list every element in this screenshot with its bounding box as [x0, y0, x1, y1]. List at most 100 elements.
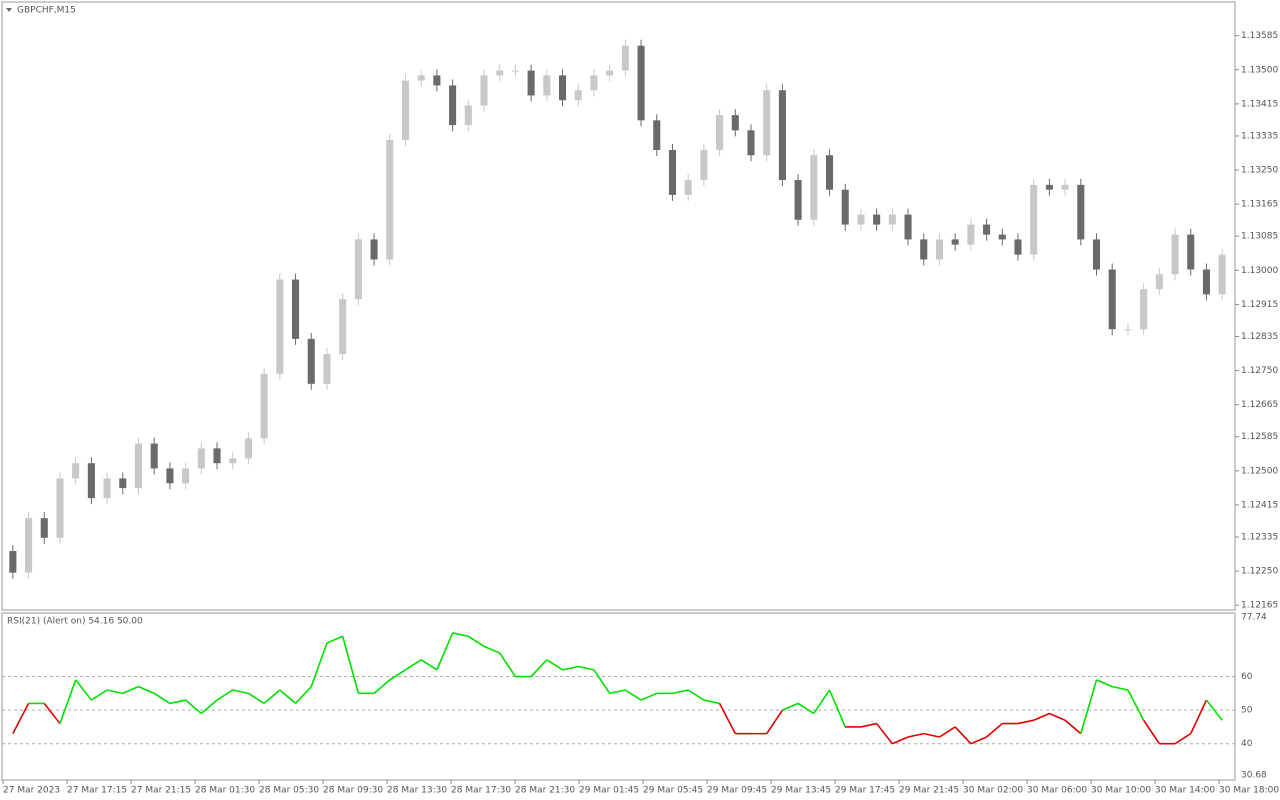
- candle-body: [464, 105, 472, 126]
- candle-body: [370, 239, 378, 260]
- x-tick-label: 28 Mar 17:30: [451, 786, 511, 796]
- candle-body: [888, 214, 896, 225]
- candle-body: [747, 130, 755, 156]
- rsi-segment: [12, 703, 30, 735]
- rsi-segment: [593, 669, 611, 694]
- x-tick-label: 27 Mar 21:15: [131, 786, 191, 796]
- rsi-segment: [766, 709, 784, 735]
- candle-body: [558, 75, 567, 101]
- rsi-segment: [624, 689, 642, 701]
- y-tick-label: 1.13415: [1241, 99, 1278, 109]
- candle-body: [653, 120, 661, 150]
- candle-body: [1061, 184, 1069, 190]
- rsi-segment: [860, 722, 877, 728]
- candle-body: [700, 149, 708, 181]
- candle-body: [1077, 184, 1085, 240]
- candle-body: [229, 458, 237, 464]
- panel-toggle[interactable]: [6, 8, 12, 12]
- rsi-segment: [153, 692, 171, 705]
- rsi-segment: [483, 645, 501, 654]
- candle-body: [935, 239, 943, 260]
- candle-body: [857, 214, 865, 225]
- candle-body: [496, 70, 504, 76]
- y-tick-label: 60: [1241, 672, 1253, 682]
- candle-body: [621, 45, 629, 71]
- candle-body: [543, 75, 551, 96]
- x-tick-label: 28 Mar 13:30: [387, 786, 447, 796]
- candle-body: [244, 438, 252, 459]
- rsi-segment: [562, 665, 579, 671]
- rsi-segment: [1142, 719, 1160, 745]
- rsi-segment: [986, 722, 1003, 738]
- rsi-segment: [138, 685, 155, 695]
- y-tick-label: 1.12750: [1241, 366, 1278, 376]
- candle-body: [1155, 274, 1163, 290]
- rsi-segment: [1064, 719, 1082, 735]
- candle-body: [668, 149, 677, 195]
- rsi-segment: [326, 635, 343, 644]
- rsi-segment: [828, 689, 846, 728]
- rsi-segment: [405, 659, 422, 671]
- rsi-segment: [1017, 719, 1034, 725]
- y-tick-label: 1.13085: [1241, 232, 1278, 242]
- x-tick-label: 30 Mar 10:00: [1091, 786, 1151, 796]
- rsi-segment: [546, 659, 563, 671]
- candle-body: [1218, 254, 1226, 295]
- candle-body: [119, 478, 127, 489]
- candle-body: [260, 373, 268, 439]
- x-tick-label: 29 Mar 01:45: [579, 786, 639, 796]
- candle-body: [574, 90, 582, 101]
- candle-body: [527, 70, 535, 96]
- y-tick-label: 1.12335: [1241, 533, 1278, 543]
- candle-body: [606, 70, 614, 76]
- candle-body: [1108, 269, 1116, 330]
- candle-body: [731, 115, 739, 131]
- rsi-segment: [1205, 699, 1223, 721]
- candle-body: [810, 155, 818, 220]
- y-tick-label: 1.12415: [1241, 500, 1278, 510]
- candle-body: [825, 155, 834, 190]
- candle-body: [480, 75, 488, 106]
- rsi-segment: [169, 699, 186, 705]
- candle-body: [182, 468, 190, 484]
- candle-body: [1202, 269, 1210, 295]
- rsi-segment: [43, 702, 61, 725]
- rsi-segment: [263, 689, 281, 705]
- y-tick-label: 1.13000: [1241, 266, 1278, 276]
- candle-body: [983, 224, 991, 235]
- rsi-segment: [782, 702, 799, 711]
- y-tick-label: 1.13335: [1241, 131, 1278, 141]
- x-tick-label: 30 Mar 14:00: [1155, 786, 1215, 796]
- candle-body: [1140, 289, 1148, 330]
- candle-body: [590, 75, 598, 91]
- candle-body: [103, 478, 111, 499]
- rsi-segment: [813, 689, 831, 714]
- rsi-segment: [106, 689, 123, 695]
- rsi-segment: [876, 723, 893, 745]
- candle-body: [197, 448, 205, 469]
- rsi-segment: [1190, 699, 1208, 734]
- rsi-segment: [185, 699, 202, 715]
- x-tick-label: 28 Mar 21:30: [515, 786, 575, 796]
- y-tick-label: 30.68: [1241, 771, 1267, 781]
- rsi-segment: [247, 692, 265, 705]
- candle-body: [276, 279, 284, 374]
- x-tick-label: 29 Mar 17:45: [835, 786, 895, 796]
- y-tick-label: 1.12585: [1241, 432, 1278, 442]
- rsi-segment: [907, 732, 924, 738]
- rsi-segment: [718, 703, 736, 735]
- rsi-segment: [294, 686, 312, 704]
- candle-body: [1171, 234, 1179, 275]
- rsi-segment: [892, 736, 909, 745]
- candle-body: [637, 45, 645, 121]
- candle-body: [904, 214, 912, 240]
- candle-body: [386, 139, 394, 260]
- rsi-segment: [923, 732, 940, 738]
- rsi-segment: [530, 659, 548, 678]
- candle-body: [716, 115, 724, 150]
- x-tick-label: 29 Mar 05:45: [643, 786, 703, 796]
- candle-body: [511, 70, 519, 72]
- x-tick-label: 29 Mar 13:45: [771, 786, 831, 796]
- y-tick-label: 1.12835: [1241, 332, 1278, 342]
